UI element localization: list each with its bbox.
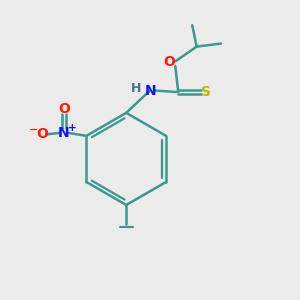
Text: H: H: [130, 82, 141, 95]
Text: O: O: [58, 101, 70, 116]
Text: +: +: [68, 123, 76, 133]
Text: N: N: [58, 126, 70, 140]
Text: O: O: [163, 55, 175, 69]
Text: S: S: [201, 85, 211, 99]
Text: N: N: [145, 84, 157, 98]
Text: O: O: [36, 128, 48, 141]
Text: −: −: [29, 125, 38, 135]
